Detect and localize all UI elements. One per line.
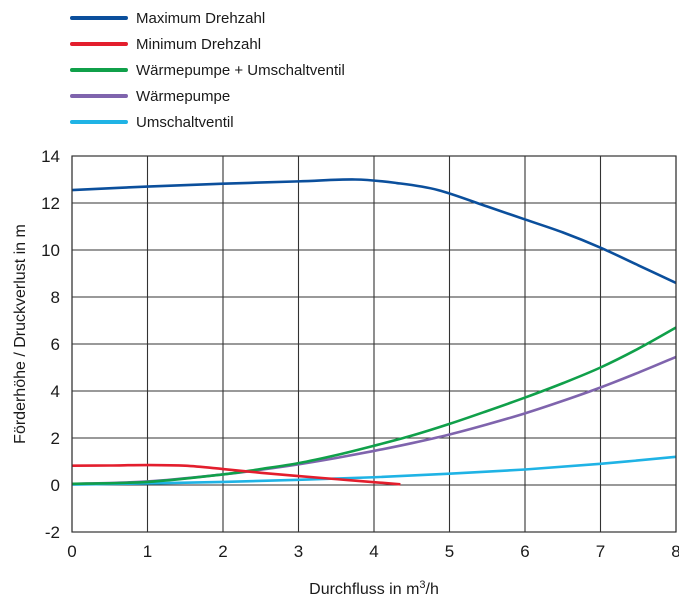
legend-label: Maximum Drehzahl (136, 10, 265, 27)
x-tick-label: 4 (369, 542, 378, 561)
grid (71, 155, 677, 533)
series-line-umschaltventil (71, 455, 677, 486)
legend-label: Umschaltventil (136, 114, 234, 131)
x-tick-label: 8 (671, 542, 679, 561)
plot-frame (71, 155, 677, 533)
x-tick-label: 7 (596, 542, 605, 561)
legend-label: Minimum Drehzahl (136, 36, 261, 53)
y-tick-label: 8 (51, 288, 60, 307)
y-tick-label: -2 (45, 523, 60, 542)
x-tick-label: 3 (294, 542, 303, 561)
y-tick-label: 6 (51, 335, 60, 354)
x-axis-label: Durchfluss in m3/h (309, 579, 439, 598)
legend-label: Wärmepumpe + Umschaltventil (136, 62, 345, 79)
y-tick-label: 14 (41, 147, 60, 166)
x-tick-label: 2 (218, 542, 227, 561)
y-axis-label: Förderhöhe / Druckverlust in m (12, 224, 29, 444)
x-tick-label: 5 (445, 542, 454, 561)
x-tick-label: 0 (67, 542, 76, 561)
x-tick-label: 6 (520, 542, 529, 561)
series-line-minimum-drehzahl (71, 463, 401, 486)
series-line-wärmepumpe-umschaltventil (71, 326, 677, 486)
y-tick-label: 2 (51, 429, 60, 448)
legend: Maximum Drehzahl Minimum Drehzahl Wärmepum… (70, 10, 345, 131)
y-tick-label: 0 (51, 476, 60, 495)
series-line-maximum-drehzahl (71, 178, 677, 285)
legend-label: Wärmepumpe (136, 88, 230, 105)
y-tick-label: 12 (41, 194, 60, 213)
series-group (71, 178, 677, 486)
y-tick-label: 10 (41, 241, 60, 260)
y-tick-label: 4 (51, 382, 60, 401)
x-tick-label: 1 (143, 542, 152, 561)
